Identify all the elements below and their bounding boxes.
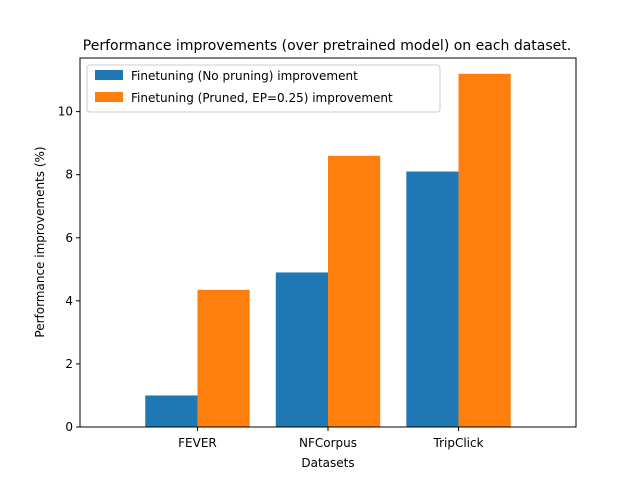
legend-swatch-pruned: [95, 92, 123, 102]
bar-series2-fever: [197, 289, 250, 427]
legend-box: [86, 64, 441, 113]
x-axis-label: Datasets: [301, 456, 354, 470]
y-tick-label: 8: [65, 168, 73, 182]
legend-label-pruned: Finetuning (Pruned, EP=0.25) improvement: [131, 91, 393, 105]
y-tick-label: 10: [58, 105, 73, 119]
chart-title: Performance improvements (over pretraine…: [83, 38, 571, 54]
legend-swatch-no-pruning: [95, 70, 123, 80]
y-tick-label: 4: [65, 294, 73, 308]
bar-series1-nfcorpus: [275, 272, 328, 427]
legend-label-no-pruning: Finetuning (No pruning) improvement: [131, 69, 358, 83]
bars-group: [145, 73, 511, 428]
y-tick-label: 2: [65, 357, 73, 371]
bar-series1-fever: [145, 395, 198, 427]
x-tick-label-nfcorpus: NFCorpus: [299, 436, 357, 450]
bar-series2-nfcorpus: [328, 155, 381, 427]
y-tick-label: 6: [65, 231, 73, 245]
x-tick-label-tripclick: TripClick: [433, 436, 484, 450]
y-axis-label: Performance improvements (%): [33, 146, 47, 337]
legend: Finetuning (No pruning) improvement Fine…: [86, 64, 441, 113]
x-axis: FEVER NFCorpus TripClick: [178, 427, 484, 450]
y-tick-label: 0: [65, 420, 73, 434]
bar-series1-tripclick: [406, 171, 459, 427]
bar-series2-tripclick: [458, 73, 511, 428]
x-tick-label-fever: FEVER: [178, 436, 217, 450]
y-axis: 0 2 4 6 8 10: [58, 105, 80, 434]
